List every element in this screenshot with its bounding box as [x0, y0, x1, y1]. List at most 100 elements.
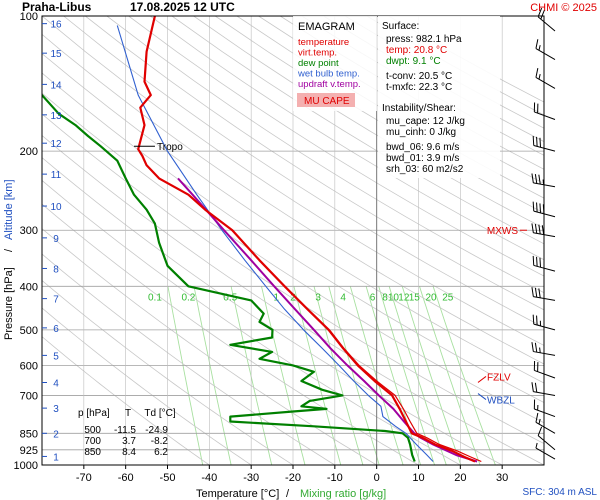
wind-barb	[533, 399, 556, 418]
mixing-ratio-label: 6	[370, 292, 376, 303]
dry-adiabat-line	[42, 33, 544, 365]
series-temperature	[137, 16, 476, 463]
altitude-tick-label: 1	[53, 452, 59, 463]
temperature-tick-label: -70	[76, 472, 92, 484]
pressure-tick-label: 100	[20, 11, 38, 23]
pressure-tick-label: 400	[20, 281, 38, 293]
wind-barb-staff	[533, 182, 556, 188]
wind-barb	[531, 382, 556, 396]
surface-value: t-conv: 20.5 °C	[386, 71, 452, 82]
credit-label: CHMI © 2025	[530, 2, 597, 14]
altitude-tick-label: 12	[50, 139, 62, 150]
table-cell: -8.2	[151, 436, 169, 447]
altitude-tick-label: 3	[53, 404, 59, 415]
profile-series	[42, 16, 482, 463]
levels-table: p [hPa] T Td [°C] 500 -11.5 -24.9 700 3.7 -8.2 85…	[78, 408, 176, 458]
wind-barb-flag	[534, 223, 538, 234]
temperature-tick-label: -10	[327, 472, 343, 484]
wind-barb	[531, 223, 556, 238]
altitude-tick-label: 4	[53, 378, 59, 389]
tropopause-label: Tropo	[157, 142, 183, 153]
wind-barb-staff	[535, 421, 556, 434]
wind-barb-flag	[531, 173, 534, 183]
wind-barb	[531, 287, 556, 301]
fzlv-marker	[477, 376, 487, 383]
wind-barb	[535, 412, 556, 434]
wind-barb-half-flag	[538, 418, 541, 425]
table-cell: 6.2	[154, 447, 168, 458]
mixing-ratio-label: 1	[273, 292, 279, 303]
pressure-tick-label: 300	[20, 225, 38, 237]
wind-barb-flag	[532, 314, 535, 325]
temperature-tick-label: -50	[160, 472, 176, 484]
surface-value: press: 982.1 hPa	[386, 34, 462, 45]
wind-barbs	[531, 7, 556, 460]
legend-item-label: wet bulb temp.	[297, 69, 360, 80]
pressure-tick-label: 925	[20, 445, 38, 457]
wind-barb-staff	[534, 111, 556, 120]
datetime-label: 17.08.2025 12 UTC	[130, 0, 235, 14]
pressure-tick-label: 500	[20, 325, 38, 337]
wind-barb-flag	[536, 256, 538, 267]
x-axis-label-mixing: Mixing ratio [g/kg]	[300, 488, 386, 500]
temperature-tick-label: 10	[412, 472, 424, 484]
dry-adiabat-line	[42, 53, 544, 384]
fzlv-label: FZLV	[487, 372, 511, 383]
wind-barb	[533, 102, 556, 120]
wind-barb-flag	[537, 7, 543, 18]
surface-value: dwpt: 9.1 °C	[386, 56, 441, 67]
altitude-tick-label: 16	[50, 20, 62, 31]
series-wet-bulb-temp	[116, 25, 434, 462]
table-cell: -24.9	[145, 425, 168, 436]
wind-barb-staff	[537, 435, 556, 451]
mixing-ratio-label: 2	[290, 292, 296, 303]
table-cell: 500	[84, 425, 101, 436]
wind-barb-flag	[542, 204, 545, 214]
legend-title: EMAGRAM	[298, 21, 355, 33]
wind-barb-flag	[535, 412, 539, 423]
wind-barb-staff	[533, 296, 556, 301]
wbzl-label: WBZL	[487, 396, 515, 407]
wind-barb-flag	[536, 136, 538, 147]
table-header: Td [°C]	[144, 408, 175, 419]
mixing-ratio-label: 0.5	[223, 292, 237, 303]
wind-barb	[532, 314, 556, 331]
dry-adiabat-line	[106, 16, 544, 294]
dry-adiabat-line	[63, 16, 544, 328]
y-axis-title: Pressure [hPa] / Altitude [km]	[3, 179, 15, 340]
pressure-tick-label: 1000	[14, 460, 38, 472]
mixing-ratio-label: 3	[315, 292, 321, 303]
y-axis-separator: /	[3, 248, 15, 252]
altitude-tick-label: 11	[51, 170, 62, 181]
annotations: Tropo MXWS FZLV WBZL	[134, 142, 527, 407]
dry-adiabat-line	[128, 16, 544, 277]
surface-heading: Surface:	[382, 21, 419, 32]
x-axis-title: Temperature [°C] / Mixing ratio [g/kg]	[196, 488, 386, 500]
wind-barb-flag	[535, 39, 539, 49]
surface-elevation: SFC: 304 m ASL	[523, 487, 598, 498]
altitude-tick-label: 13	[50, 111, 62, 122]
mixing-ratio-label: 8	[382, 292, 388, 303]
wind-barb-flag	[539, 137, 542, 148]
x-axis-label: Temperature [°C]	[196, 488, 279, 500]
surface-value: t-mxfc: 22.3 °C	[386, 82, 452, 93]
y-axis-label: Pressure [hPa]	[3, 267, 15, 340]
mixing-ratio-label: 0.2	[181, 292, 195, 303]
wind-barb-flag	[535, 68, 539, 78]
wind-barb-flag	[531, 382, 534, 392]
dry-adiabat-line	[171, 16, 544, 245]
mixing-ratio-label: 10	[388, 292, 400, 303]
wind-barb-staff	[533, 232, 556, 238]
legend-item-label: temperature	[298, 37, 349, 48]
wind-barb-staff	[533, 351, 556, 356]
mixing-ratio-label: 25	[442, 292, 454, 303]
wind-barb	[537, 426, 556, 451]
wind-barb-flag	[538, 174, 541, 185]
table-header: p [hPa]	[78, 408, 110, 419]
wind-barb-flag	[532, 255, 535, 266]
wind-barb-flag	[536, 202, 538, 213]
altitude-tick-label: 15	[50, 49, 62, 60]
legend-item-label: updraft v.temp.	[298, 79, 361, 90]
